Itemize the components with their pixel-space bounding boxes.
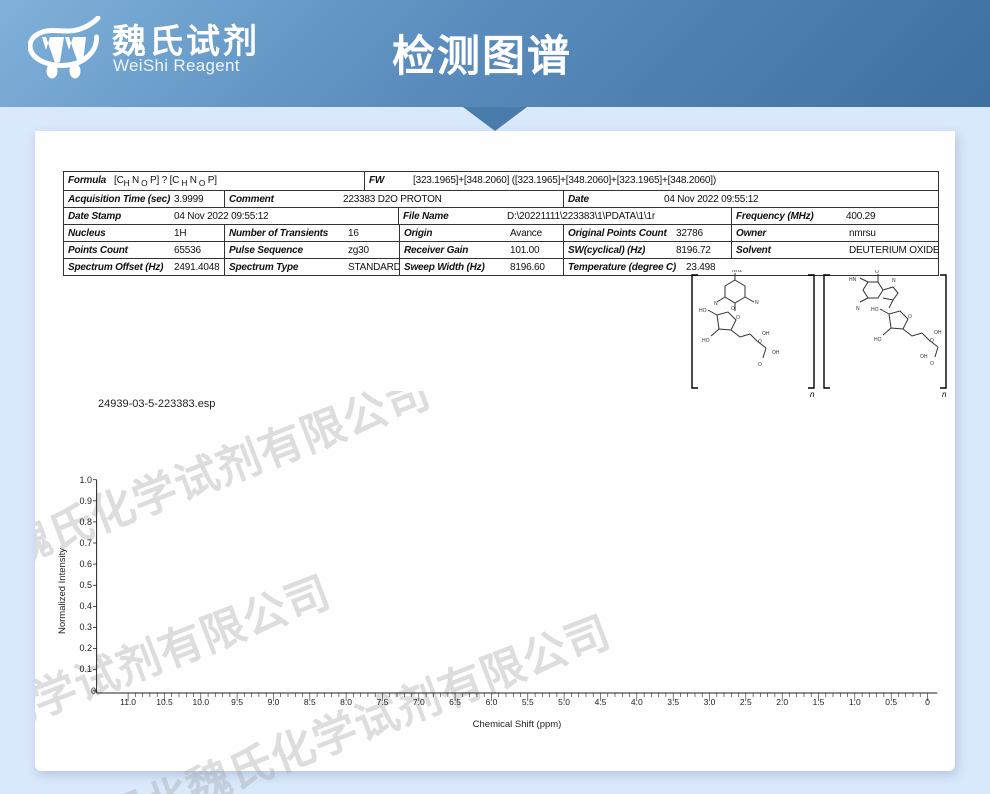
- svg-text:OH: OH: [762, 331, 770, 337]
- svg-text:n: n: [942, 390, 947, 398]
- svg-text:O: O: [758, 362, 762, 368]
- svg-text:0.4: 0.4: [79, 601, 92, 611]
- svg-text:0.9: 0.9: [79, 496, 92, 506]
- svg-text:O: O: [908, 314, 912, 320]
- svg-text:1.0: 1.0: [79, 475, 92, 485]
- svg-text:OH: OH: [934, 330, 942, 336]
- svg-text:HO: HO: [874, 337, 882, 343]
- svg-text:HN: HN: [849, 277, 857, 283]
- svg-text:0.5: 0.5: [79, 580, 92, 590]
- svg-text:n: n: [810, 390, 815, 398]
- svg-text:O: O: [930, 361, 934, 367]
- svg-text:HO: HO: [871, 307, 879, 313]
- svg-text:0.2: 0.2: [79, 643, 92, 653]
- svg-text:N: N: [892, 278, 896, 284]
- svg-text:O: O: [736, 315, 740, 321]
- svg-text:0.7: 0.7: [79, 538, 92, 548]
- svg-text:0.6: 0.6: [79, 559, 92, 569]
- svg-text:Normalized Intensity: Normalized Intensity: [57, 548, 68, 634]
- svg-text:OH: OH: [920, 354, 928, 360]
- svg-text:N: N: [755, 300, 759, 306]
- svg-text:O: O: [731, 306, 735, 312]
- svg-text:NH2: NH2: [732, 270, 742, 274]
- svg-text:HO: HO: [702, 338, 710, 344]
- svg-text:0.8: 0.8: [79, 517, 92, 527]
- svg-text:O: O: [875, 270, 879, 275]
- svg-text:N: N: [714, 301, 718, 307]
- svg-text:0.1: 0.1: [79, 664, 92, 674]
- svg-text:N: N: [856, 306, 860, 312]
- svg-text:OH: OH: [772, 350, 780, 356]
- svg-text:Chemical Shift (ppm): Chemical Shift (ppm): [473, 719, 562, 730]
- svg-text:0.3: 0.3: [79, 622, 92, 632]
- svg-text:HO: HO: [699, 308, 707, 314]
